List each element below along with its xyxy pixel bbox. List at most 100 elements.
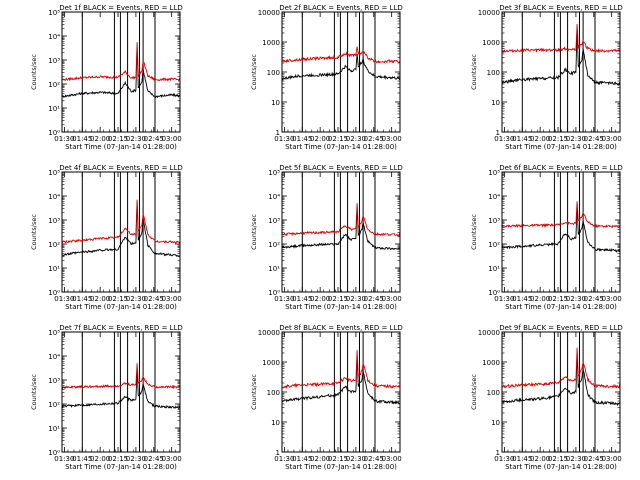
events-series-line [502, 204, 620, 253]
y-tick-label: 1 [496, 129, 500, 137]
x-tick-label: 02:15 [548, 455, 568, 463]
y-tick-label: 10000 [478, 329, 500, 337]
x-tick-label: 03:00 [602, 135, 622, 143]
y-tick-label: 1 [276, 129, 280, 137]
lld-series-line [502, 347, 620, 389]
plot-frame [61, 11, 181, 133]
y-tick-label: 10³ [48, 217, 60, 225]
x-tick-label: 01:30 [54, 295, 74, 303]
events-series-line [62, 201, 180, 257]
events-series-line [62, 45, 180, 99]
x-axis-label: Start Time (07-Jan-14 01:28:00) [65, 463, 177, 471]
lld-series-line [62, 199, 180, 244]
x-axis-label: Start Time (07-Jan-14 01:28:00) [505, 463, 617, 471]
y-tick-label: 10000 [478, 9, 500, 17]
x-tick-label: 01:45 [292, 295, 312, 303]
y-tick-label: 10³ [48, 57, 60, 65]
x-tick-label: 01:45 [72, 135, 92, 143]
y-tick-label: 10⁵ [488, 169, 500, 177]
y-tick-label: 10¹ [268, 265, 280, 273]
y-axis-label: Counts/sec [470, 214, 478, 250]
x-tick-label: 02:45 [144, 295, 164, 303]
x-tick-label: 02:15 [108, 455, 128, 463]
plot-frame [61, 331, 181, 453]
detector-panel: 1 10 100 1000 10000 01:3001:4502:0002:1502:30… [470, 4, 623, 151]
y-axis-label: Counts/sec [30, 374, 38, 410]
panel-title: Det 8f BLACK = Events, RED = LLD [279, 324, 402, 332]
y-axis-label: Counts/sec [470, 54, 478, 90]
x-tick-label: 02:30 [566, 135, 586, 143]
x-axis-label: Start Time (07-Jan-14 01:28:00) [285, 303, 397, 311]
y-tick-label: 10⁰ [48, 289, 60, 297]
x-tick-label: 01:30 [494, 135, 514, 143]
x-tick-label: 02:30 [346, 135, 366, 143]
y-axis-label: Counts/sec [470, 374, 478, 410]
x-tick-label: 02:45 [144, 135, 164, 143]
x-tick-label: 02:15 [328, 135, 348, 143]
y-tick-label: 100 [267, 389, 280, 397]
y-tick-label: 100 [487, 389, 500, 397]
x-tick-label: 02:15 [108, 295, 128, 303]
y-axis-label: Counts/sec [30, 214, 38, 250]
panel-title: Det 6f BLACK = Events, RED = LLD [499, 164, 622, 172]
panel-title: Det 1f BLACK = Events, RED = LLD [59, 4, 182, 12]
x-tick-label: 02:30 [566, 455, 586, 463]
y-tick-label: 10000 [258, 9, 280, 17]
y-tick-label: 10⁰ [488, 289, 500, 297]
x-tick-label: 03:00 [382, 295, 402, 303]
panel-title: Det 2f BLACK = Events, RED = LLD [279, 4, 402, 12]
detector-panel: 1 10 100 1000 10000 01:3001:4502:0002:1502:30… [250, 4, 403, 151]
events-series-line [282, 53, 400, 81]
y-tick-label: 10 [491, 419, 500, 427]
plot-frame [281, 171, 401, 293]
y-tick-label: 10 [271, 99, 280, 107]
x-axis-label: Start Time (07-Jan-14 01:28:00) [65, 143, 177, 151]
x-tick-label: 01:30 [274, 135, 294, 143]
y-tick-label: 1000 [482, 39, 500, 47]
x-tick-label: 01:30 [274, 295, 294, 303]
y-tick-label: 1000 [262, 39, 280, 47]
x-tick-label: 01:45 [292, 135, 312, 143]
x-tick-label: 02:00 [310, 455, 330, 463]
x-tick-label: 02:00 [530, 135, 550, 143]
panel-title: Det 4f BLACK = Events, RED = LLD [59, 164, 182, 172]
y-tick-label: 10² [268, 241, 280, 249]
lld-series-line [282, 46, 400, 64]
y-tick-label: 10000 [258, 329, 280, 337]
y-axis-label: Counts/sec [250, 214, 258, 250]
x-tick-label: 01:45 [512, 135, 532, 143]
x-axis-label: Start Time (07-Jan-14 01:28:00) [285, 143, 397, 151]
x-tick-label: 02:30 [566, 295, 586, 303]
y-tick-label: 10⁴ [268, 193, 280, 201]
plot-frame [501, 171, 621, 293]
x-tick-label: 02:45 [364, 295, 384, 303]
lld-series-line [502, 23, 620, 54]
y-tick-label: 1000 [262, 359, 280, 367]
detector-panel: 1 10 100 1000 10000 01:3001:4502:0002:1502:30… [470, 324, 623, 471]
x-tick-label: 03:00 [382, 455, 402, 463]
detector-panel: 10⁰10¹10²10³10⁴10⁵01:3001:4502:0002:1502… [30, 4, 183, 151]
x-tick-label: 03:00 [162, 135, 182, 143]
y-tick-label: 10⁴ [488, 193, 500, 201]
x-tick-label: 02:00 [530, 295, 550, 303]
x-tick-label: 03:00 [162, 295, 182, 303]
lld-series-line [62, 363, 180, 390]
y-tick-label: 10⁴ [48, 33, 60, 41]
x-tick-label: 02:15 [548, 295, 568, 303]
x-tick-label: 02:15 [108, 135, 128, 143]
panel-title: Det 3f BLACK = Events, RED = LLD [499, 4, 622, 12]
y-tick-label: 1 [276, 449, 280, 457]
x-tick-label: 02:15 [548, 135, 568, 143]
y-tick-label: 10¹ [48, 425, 60, 433]
y-tick-label: 10 [491, 99, 500, 107]
lld-series-line [282, 350, 400, 390]
panel-title: Det 7f BLACK = Events, RED = LLD [59, 324, 182, 332]
lld-series-line [502, 201, 620, 229]
x-tick-label: 02:00 [310, 295, 330, 303]
y-tick-label: 10¹ [488, 265, 500, 273]
y-axis-label: Counts/sec [250, 54, 258, 90]
x-tick-label: 03:00 [382, 135, 402, 143]
detector-panel: 10⁰10¹10²10³10⁴10⁵01:3001:4502:0002:1502… [30, 164, 183, 311]
detector-panel: 10⁰10¹10²10³10⁴10⁵01:3001:4502:0002:1502… [30, 324, 183, 471]
